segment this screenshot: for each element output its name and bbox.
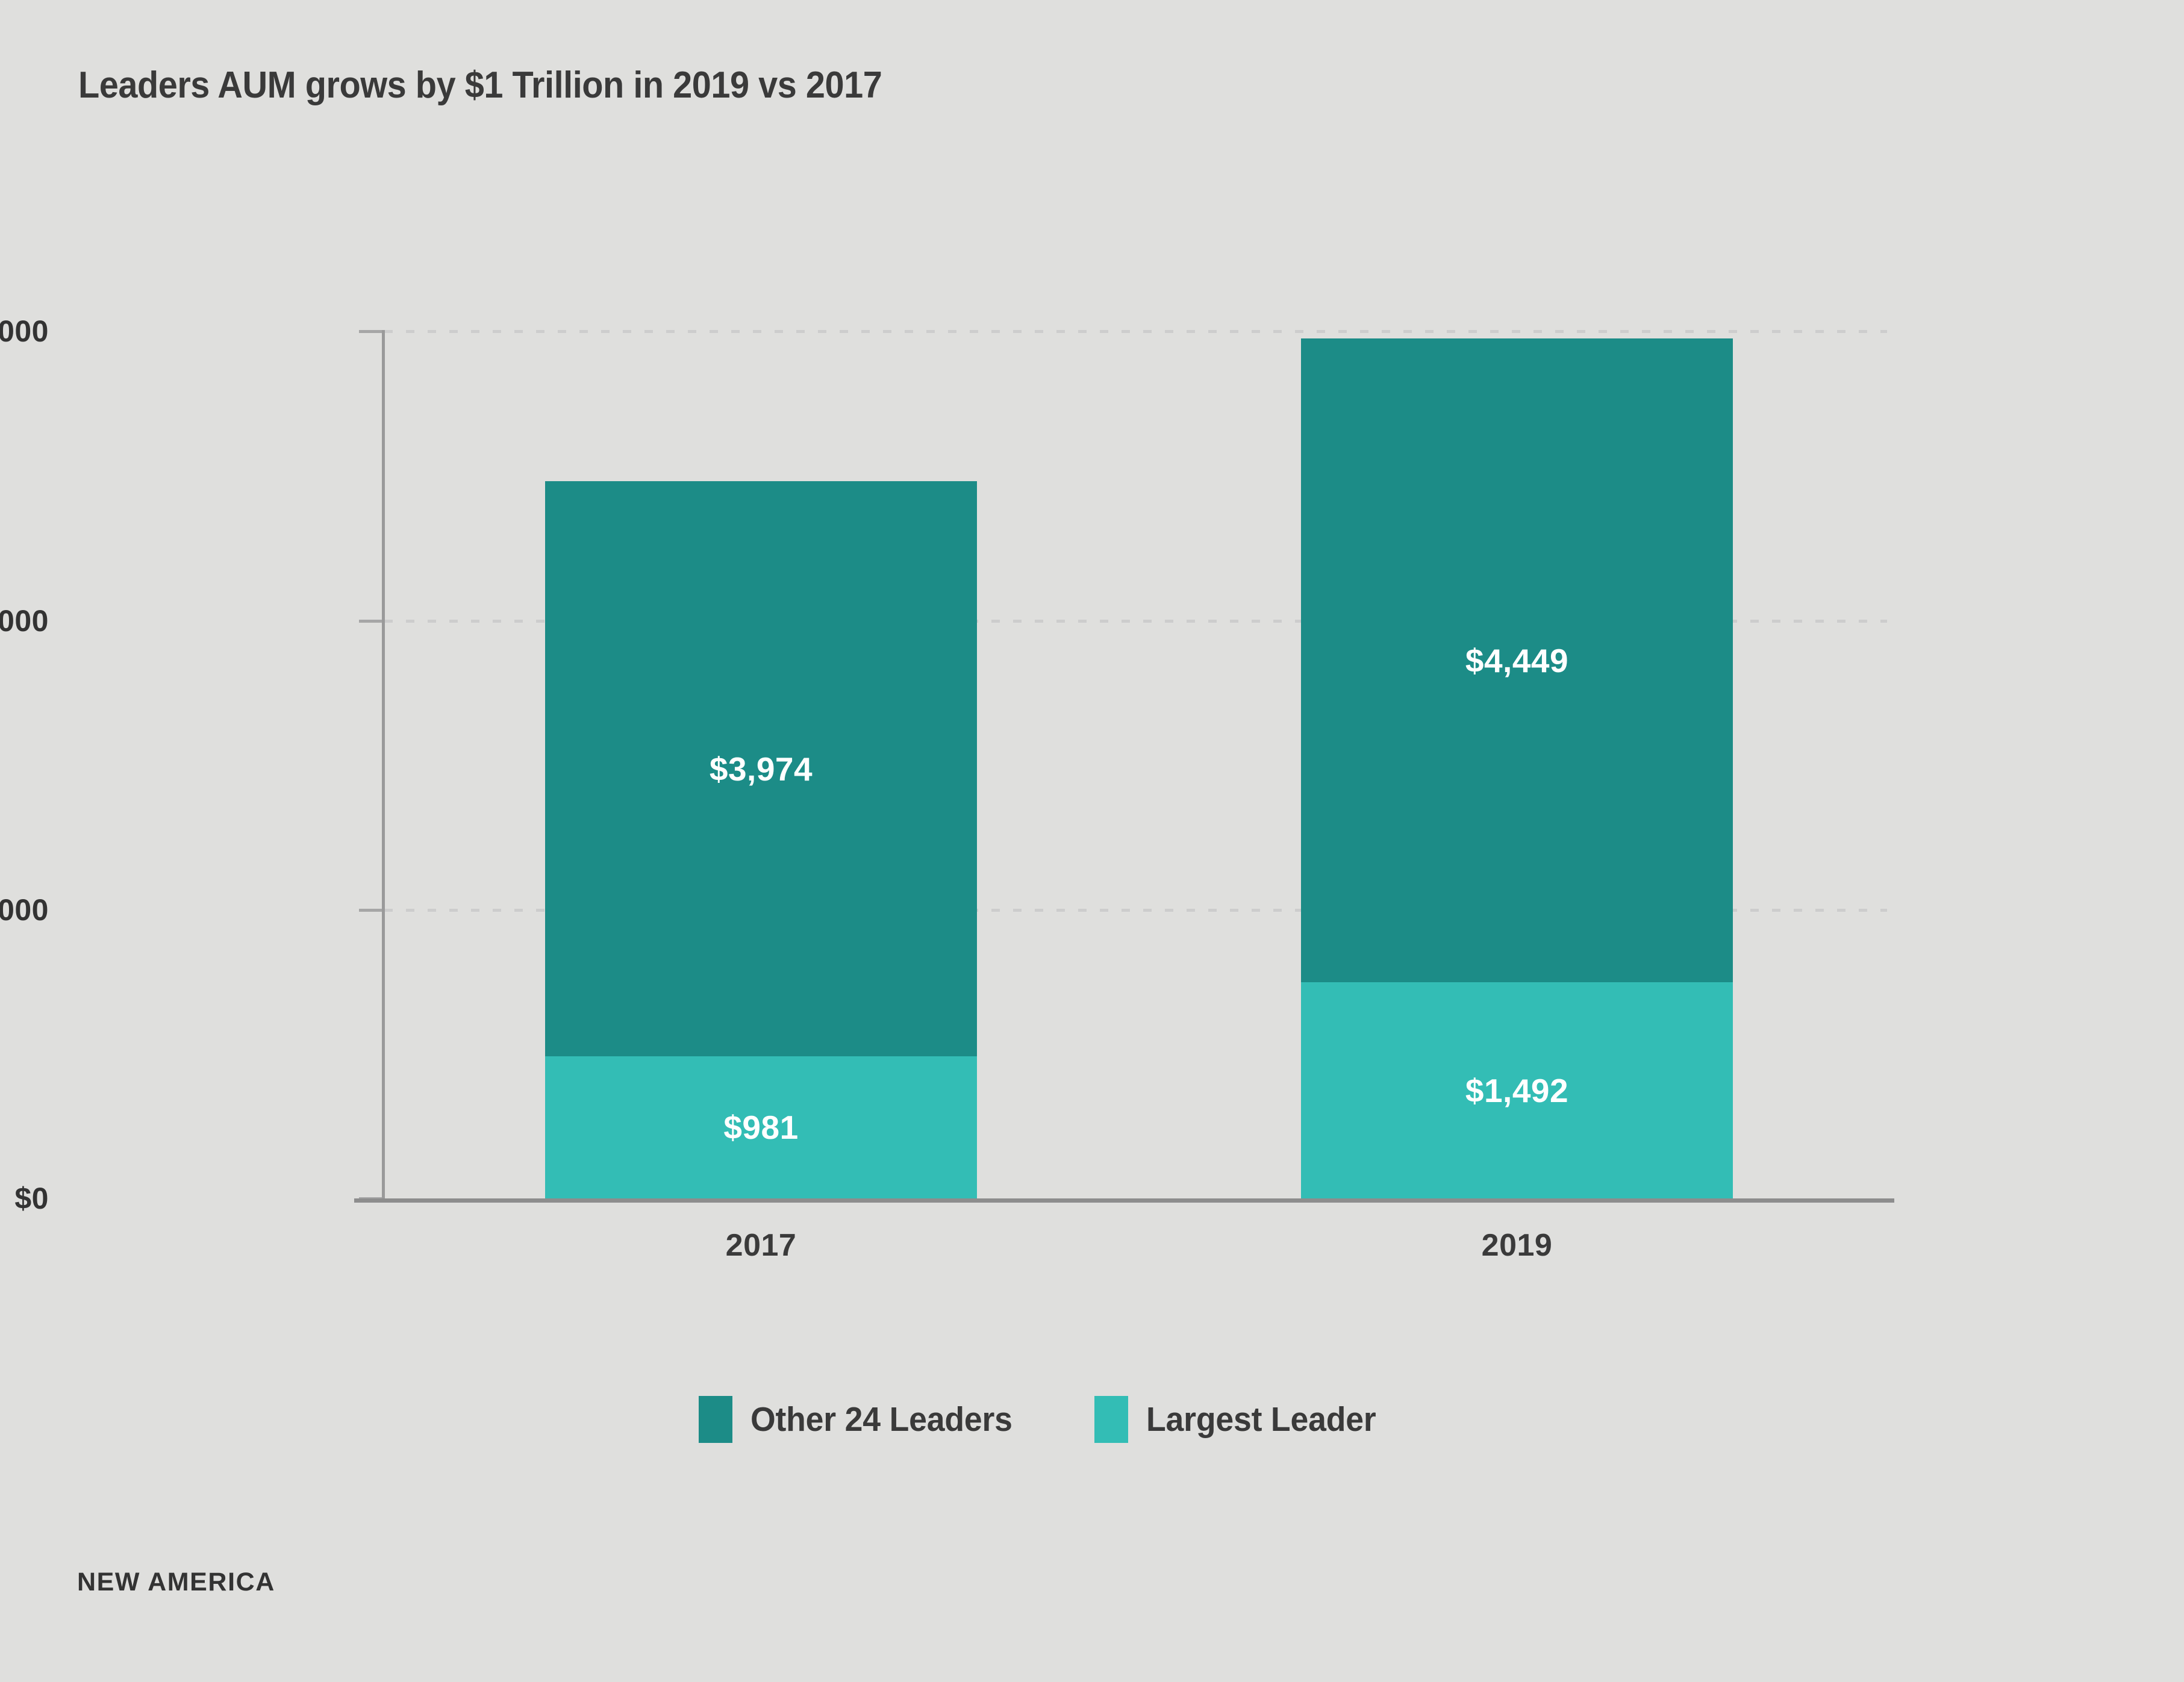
ytick-mark-2000 [359, 909, 383, 912]
bar-2019-bottom-value-label: $1,492 [1465, 1071, 1569, 1109]
ytick-label-2000: $2,000 [0, 893, 49, 927]
bar-2019-segment-other-24-leaders[interactable]: $4,449 [1301, 338, 1733, 982]
chart-legend: Other 24 Leaders Largest Leader [699, 1396, 1390, 1443]
gridline-2000 [384, 909, 1887, 912]
bar-2019[interactable]: $4,449 $1,492 [1301, 338, 1733, 1198]
xtick-label-2019: 2019 [1481, 1228, 1553, 1263]
gridline-4000 [384, 619, 1887, 623]
plot-area: $6,000 $4,000 $2,000 $0 $3,974 $981 $4,4… [0, 314, 1894, 1263]
ytick-label-4000: $4,000 [0, 603, 49, 638]
legend-item-other-24-leaders[interactable]: Other 24 Leaders [699, 1396, 1029, 1443]
bar-2019-top-value-label: $4,449 [1465, 641, 1569, 679]
y-axis-line [382, 330, 385, 1198]
bar-2017-segment-largest-leader[interactable]: $981 [545, 1056, 977, 1198]
xtick-label-2017: 2017 [725, 1228, 797, 1263]
legend-swatch-icon-largest-leader [1094, 1396, 1128, 1443]
gridline-6000 [384, 330, 1887, 333]
ytick-label-6000: $6,000 [0, 314, 49, 348]
legend-swatch-icon-other-24-leaders [699, 1396, 732, 1443]
legend-item-largest-leader[interactable]: Largest Leader [1094, 1396, 1391, 1443]
legend-label-largest-leader: Largest Leader [1146, 1400, 1376, 1439]
bar-2017[interactable]: $3,974 $981 [545, 481, 977, 1198]
bar-2019-segment-largest-leader[interactable]: $1,492 [1301, 982, 1733, 1198]
brand-wordmark: NEW AMERICA [77, 1568, 275, 1596]
ytick-mark-6000 [359, 330, 383, 333]
bar-2017-top-value-label: $3,974 [709, 750, 813, 788]
bar-2017-segment-other-24-leaders[interactable]: $3,974 [545, 481, 977, 1056]
x-axis-line [354, 1198, 1894, 1203]
ytick-mark-4000 [359, 619, 383, 623]
bar-2017-bottom-value-label: $981 [723, 1109, 799, 1146]
ytick-label-0: $0 [14, 1182, 49, 1215]
page-title: Leaders AUM grows by $1 Trillion in 2019… [78, 64, 882, 106]
legend-label-other-24-leaders: Other 24 Leaders [750, 1400, 1012, 1439]
